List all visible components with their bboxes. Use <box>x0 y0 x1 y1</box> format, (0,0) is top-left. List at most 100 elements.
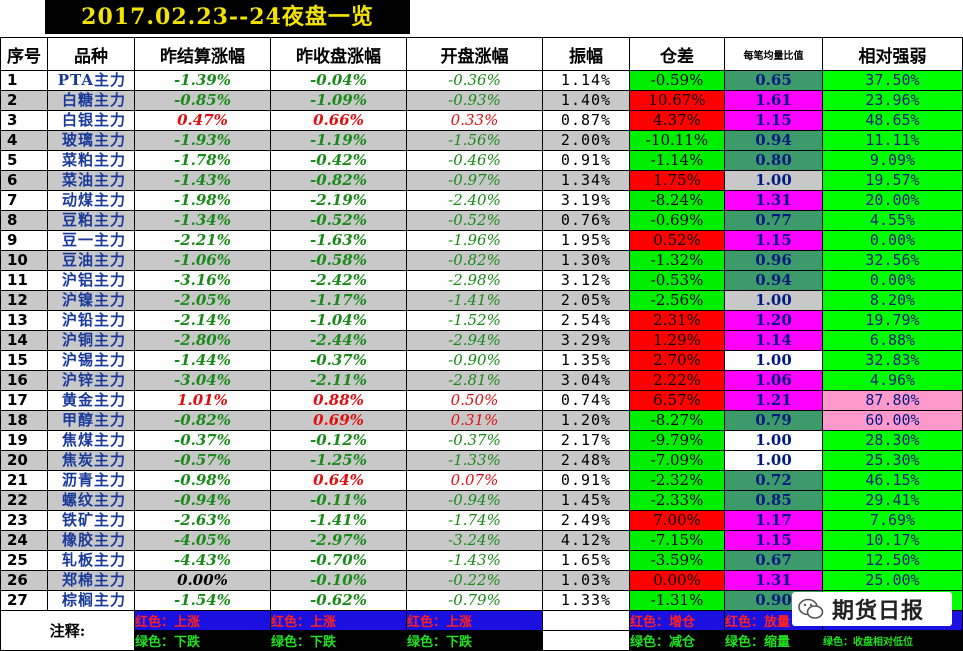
table-row: 27棕榈主力-1.54%-0.62%-0.79%1.33%-1.31%0.902… <box>0 590 963 611</box>
cell-open: 0.31% <box>406 410 543 431</box>
cell-open: -2.94% <box>406 330 543 351</box>
note-open-red: 红色：上涨 <box>406 610 543 631</box>
cell-close: -0.04% <box>270 70 407 91</box>
cell-settle: -1.44% <box>134 350 271 371</box>
row-name: 棕榈主力 <box>47 590 135 611</box>
cell-open: -1.74% <box>406 510 543 531</box>
table-row: 25 轧板主力 -4.43% -0.70% -1.43% 1.65% -3.59% 0.67 1… <box>0 550 963 571</box>
row-name: 郑棉主力 <box>47 570 135 591</box>
cell-strength: 32.83% <box>822 350 963 371</box>
cell-close: 0.66% <box>270 110 407 131</box>
cell-open: -0.97% <box>406 170 543 191</box>
header-position: 仓差 <box>629 37 725 71</box>
row-name: 沪锡主力 <box>47 350 135 371</box>
cell-settle: -0.57% <box>134 450 271 471</box>
cell-open: -0.22% <box>406 570 543 591</box>
cell-settle: -0.37% <box>134 430 271 451</box>
table-row: 14 沪铜主力 -2.80% -2.44% -2.94% 3.29% 1.29% 1.14 6.… <box>0 330 963 351</box>
note-open-green: 绿色：下跌 <box>406 630 543 651</box>
cell-settle: -0.98% <box>134 470 271 491</box>
cell-open: -1.43% <box>406 550 543 571</box>
wechat-icon <box>798 598 824 620</box>
table-row: 19 焦煤主力 -0.37% -0.12% -0.37% 2.17% -9.79% 1.00 2… <box>0 430 963 451</box>
row-index: 10 <box>0 250 48 271</box>
cell-settle: -0.94% <box>134 490 271 511</box>
header-index: 序号 <box>0 37 48 71</box>
cell-position: -7.15% <box>629 530 725 551</box>
cell-amplitude: 2.48% <box>542 450 630 471</box>
cell-strength: 19.57% <box>822 170 963 191</box>
cell-close: -2.11% <box>270 370 407 391</box>
cell-ratio: 1.31 <box>724 190 823 211</box>
cell-strength: 60.00% <box>822 410 963 431</box>
note-strength-green: 绿色：收盘相对低位 <box>822 630 963 651</box>
cell-amplitude: 3.29% <box>542 330 630 351</box>
cell-settle: 1.01% <box>134 390 271 411</box>
cell-open: 0.50% <box>406 390 543 411</box>
cell-amplitude: 1.33% <box>542 590 630 611</box>
cell-settle: -1.93% <box>134 130 271 151</box>
cell-close: -0.37% <box>270 350 407 371</box>
cell-amplitude: 3.12% <box>542 270 630 291</box>
note-label: 注释: <box>0 610 135 651</box>
cell-open: -0.94% <box>406 490 543 511</box>
cell-open: -0.46% <box>406 150 543 171</box>
cell-strength: 4.55% <box>822 210 963 231</box>
row-name: 豆粕主力 <box>47 210 135 231</box>
cell-ratio: 1.00 <box>724 170 823 191</box>
cell-amplitude: 2.49% <box>542 510 630 531</box>
cell-open: -1.41% <box>406 290 543 311</box>
row-index: 3 <box>0 110 48 131</box>
cell-position: 0.00% <box>629 570 725 591</box>
row-index: 5 <box>0 150 48 171</box>
header-name: 品种 <box>47 37 135 71</box>
cell-open: -2.98% <box>406 270 543 291</box>
row-index: 22 <box>0 490 48 511</box>
header-open: 开盘涨幅 <box>406 37 543 71</box>
row-name: 豆一主力 <box>47 230 135 251</box>
row-index: 23 <box>0 510 48 531</box>
page-title: 2017.02.23--24夜盘一览 <box>45 0 410 34</box>
cell-open: -0.52% <box>406 210 543 231</box>
row-index: 9 <box>0 230 48 251</box>
note-row-2: 绿色：下跌 绿色：下跌 绿色：下跌 绿色：减仓 绿色：缩量 绿色：收盘相对低位 <box>1 630 963 651</box>
row-name: 白银主力 <box>47 110 135 131</box>
table-row: 3 白银主力 0.47% 0.66% 0.33% 0.87% 4.37% 1.15 48.65% <box>0 110 963 131</box>
cell-settle: -1.34% <box>134 210 271 231</box>
cell-settle: -1.98% <box>134 190 271 211</box>
header-strength: 相对强弱 <box>822 37 963 71</box>
table-row: 9 豆一主力 -2.21% -1.63% -1.96% 1.95% 0.52% 1.15 0.0… <box>0 230 963 251</box>
cell-close: -2.44% <box>270 330 407 351</box>
row-index: 2 <box>0 90 48 111</box>
cell-ratio: 1.17 <box>724 510 823 531</box>
note-settle-red: 红色：上涨 <box>134 610 271 631</box>
cell-position: -0.59% <box>629 70 725 91</box>
row-name: 螺纹主力 <box>47 490 135 511</box>
cell-settle: -2.05% <box>134 290 271 311</box>
row-name: 沪锌主力 <box>47 370 135 391</box>
cell-strength: 48.65% <box>822 110 963 131</box>
row-index: 7 <box>0 190 48 211</box>
cell-ratio: 1.21 <box>724 390 823 411</box>
publisher-logo: 期货日报 <box>792 592 952 626</box>
cell-position: 10.67% <box>629 90 725 111</box>
cell-ratio: 1.61 <box>724 90 823 111</box>
cell-position: 6.57% <box>629 390 725 411</box>
row-index: 25 <box>0 550 48 571</box>
cell-close: -0.58% <box>270 250 407 271</box>
cell-settle: -3.04% <box>134 370 271 391</box>
cell-close: -0.42% <box>270 150 407 171</box>
cell-ratio: 0.67 <box>724 550 823 571</box>
row-index: 26 <box>0 570 48 591</box>
table-row: 17 黄金主力 1.01% 0.88% 0.50% 0.74% 6.57% 1.21 87.80… <box>0 390 963 411</box>
cell-ratio: 0.79 <box>724 410 823 431</box>
row-name: 甲醇主力 <box>47 410 135 431</box>
cell-close: -2.42% <box>270 270 407 291</box>
cell-strength: 4.96% <box>822 370 963 391</box>
cell-strength: 23.96% <box>822 90 963 111</box>
row-name: 菜油主力 <box>47 170 135 191</box>
cell-settle: -0.82% <box>134 410 271 431</box>
cell-close: -0.70% <box>270 550 407 571</box>
cell-strength: 37.50% <box>822 70 963 91</box>
